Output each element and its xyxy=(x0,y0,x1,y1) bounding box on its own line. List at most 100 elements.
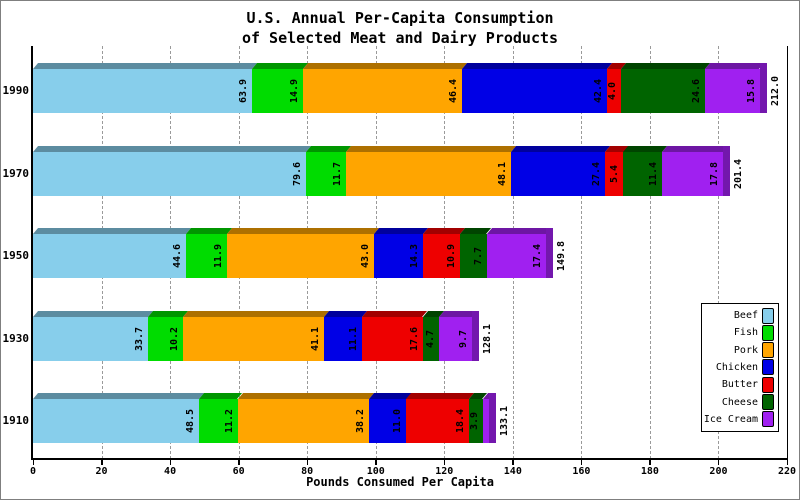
y-axis-label-1910: 1910 xyxy=(2,414,30,427)
segment-value-butter-1950: 10.9 xyxy=(446,243,458,269)
x-tick-100 xyxy=(375,460,377,465)
segment-value-cheese-1930: 4.7 xyxy=(424,329,436,349)
bar-segment-fish-1950 xyxy=(185,234,227,278)
segment-value-chicken-1970: 27.4 xyxy=(590,161,602,187)
bar-segment-ice-cream-1950 xyxy=(486,234,547,278)
bar-segment-cheese-1950 xyxy=(460,234,487,278)
x-tick-label-120: 120 xyxy=(435,466,454,477)
legend-swatch-fish-icon xyxy=(762,324,774,341)
x-tick-label-100: 100 xyxy=(366,466,385,477)
x-tick-0 xyxy=(32,460,34,465)
bar-segment-beef-1910 xyxy=(33,399,200,443)
bar-segment-cheese-1990 xyxy=(621,69,706,113)
bar-segment-beef-1930 xyxy=(33,317,149,361)
bar-segment-fish-1990 xyxy=(252,69,304,113)
bar-total-label-1970: 201.4 xyxy=(733,158,745,190)
legend-item-ice-cream: Ice Cream xyxy=(702,411,778,428)
segment-value-beef-1990: 63.9 xyxy=(238,78,249,104)
segment-value-fish-1970: 11.7 xyxy=(331,161,343,187)
segment-value-cheese-1990: 24.6 xyxy=(691,78,703,104)
bar-end-cap-1990 xyxy=(759,63,767,113)
x-axis-label: Pounds Consumed Per Capita xyxy=(306,475,494,489)
segment-value-butter-1910: 18.4 xyxy=(455,408,467,434)
gridline-200 xyxy=(718,46,720,459)
segment-value-cheese-1910: 3.9 xyxy=(468,411,480,431)
bar-segment-beef-1990 xyxy=(33,69,252,113)
segment-value-pork-1910: 38.2 xyxy=(354,408,366,434)
bar-segment-beef-1970 xyxy=(33,152,306,196)
x-tick-200 xyxy=(717,460,720,465)
segment-value-beef-1910: 48.5 xyxy=(185,408,197,434)
bar-segment-butter-1950 xyxy=(423,234,461,278)
bar-total-label-1930: 128.1 xyxy=(482,323,494,355)
y-axis-line xyxy=(31,46,33,459)
bar-segment-ice-cream-1990 xyxy=(705,69,760,113)
x-tick-label-0: 0 xyxy=(29,466,37,477)
segment-value-chicken-1950: 14.3 xyxy=(409,243,421,269)
bar-end-cap-1930 xyxy=(472,311,480,361)
segment-value-pork-1950: 43.0 xyxy=(360,243,371,269)
segment-value-beef-1950: 44.6 xyxy=(171,243,183,269)
x-tick-80 xyxy=(306,460,309,465)
legend-swatch-beef-icon xyxy=(762,307,774,324)
bar-segment-pork-1930 xyxy=(183,317,325,361)
y-axis-label-1970: 1970 xyxy=(2,167,30,180)
bar-end-cap-1970 xyxy=(723,146,731,196)
segment-value-beef-1970: 79.6 xyxy=(291,161,303,187)
segment-value-butter-1990: 4.0 xyxy=(607,81,619,101)
segment-value-fish-1990: 14.9 xyxy=(289,78,301,104)
segment-value-butter-1930: 17.6 xyxy=(408,326,420,352)
bar-segment-chicken-1930 xyxy=(324,317,363,361)
x-tick-label-60: 60 xyxy=(232,466,245,477)
bar-segment-ice-cream-1930 xyxy=(438,317,473,361)
x-tick-label-20: 20 xyxy=(95,466,108,477)
segment-value-pork-1990: 46.4 xyxy=(448,78,460,104)
bar-segment-pork-1910 xyxy=(237,399,369,443)
segment-value-ice-cream-1950: 17.4 xyxy=(532,243,544,269)
bar-segment-pork-1990 xyxy=(303,69,463,113)
segment-value-ice-cream-1970: 17.8 xyxy=(709,161,721,187)
segment-value-butter-1970: 5.4 xyxy=(609,164,621,184)
gridline-180 xyxy=(649,46,651,459)
bar-segment-chicken-1990 xyxy=(462,69,608,113)
x-tick-20 xyxy=(101,460,103,465)
y-axis-label-1950: 1950 xyxy=(2,249,30,262)
segment-value-chicken-1990: 42.4 xyxy=(593,78,605,104)
bar-segment-fish-1970 xyxy=(305,152,346,196)
x-tick-label-200: 200 xyxy=(709,466,728,477)
x-tick-220 xyxy=(786,460,788,465)
x-tick-140 xyxy=(512,460,514,465)
legend-label-pork: Pork xyxy=(733,344,758,356)
bar-end-cap-1950 xyxy=(546,228,554,278)
legend-swatch-cheese-icon xyxy=(762,394,774,411)
segment-value-pork-1970: 48.1 xyxy=(496,161,508,187)
legend-item-fish: Fish xyxy=(702,324,778,341)
bar-segment-chicken-1950 xyxy=(374,234,423,278)
bar-segment-fish-1930 xyxy=(148,317,184,361)
x-tick-label-40: 40 xyxy=(164,466,177,477)
x-tick-160 xyxy=(580,460,583,465)
legend-swatch-chicken-icon xyxy=(762,359,774,376)
legend-label-chicken: Chicken xyxy=(715,361,758,373)
gridline-160 xyxy=(581,46,583,459)
segment-value-ice-cream-1990: 15.8 xyxy=(745,78,757,104)
legend-swatch-butter-icon xyxy=(762,376,774,393)
bar-segment-chicken-1910 xyxy=(368,399,407,443)
bar-segment-beef-1950 xyxy=(33,234,186,278)
bar-segment-cheese-1910 xyxy=(469,399,483,443)
y-axis-label-1990: 1990 xyxy=(2,84,30,97)
bar-segment-butter-1930 xyxy=(362,317,423,361)
bar-segment-butter-1990 xyxy=(607,69,622,113)
legend-label-beef: Beef xyxy=(733,310,758,322)
legend-label-fish: Fish xyxy=(733,327,758,339)
bar-segment-pork-1950 xyxy=(226,234,374,278)
bar-segment-butter-1910 xyxy=(406,399,470,443)
x-tick-label-180: 180 xyxy=(640,466,659,477)
x-axis-line xyxy=(31,458,788,460)
legend-box: Beef Fish Pork Chicken Butter Cheese Ice Cream xyxy=(701,303,779,432)
segment-value-chicken-1930: 11.1 xyxy=(348,326,360,352)
bar-segment-cheese-1930 xyxy=(422,317,439,361)
segment-value-beef-1930: 33.7 xyxy=(134,326,146,352)
bar-segment-ice-cream-1910 xyxy=(482,399,490,443)
